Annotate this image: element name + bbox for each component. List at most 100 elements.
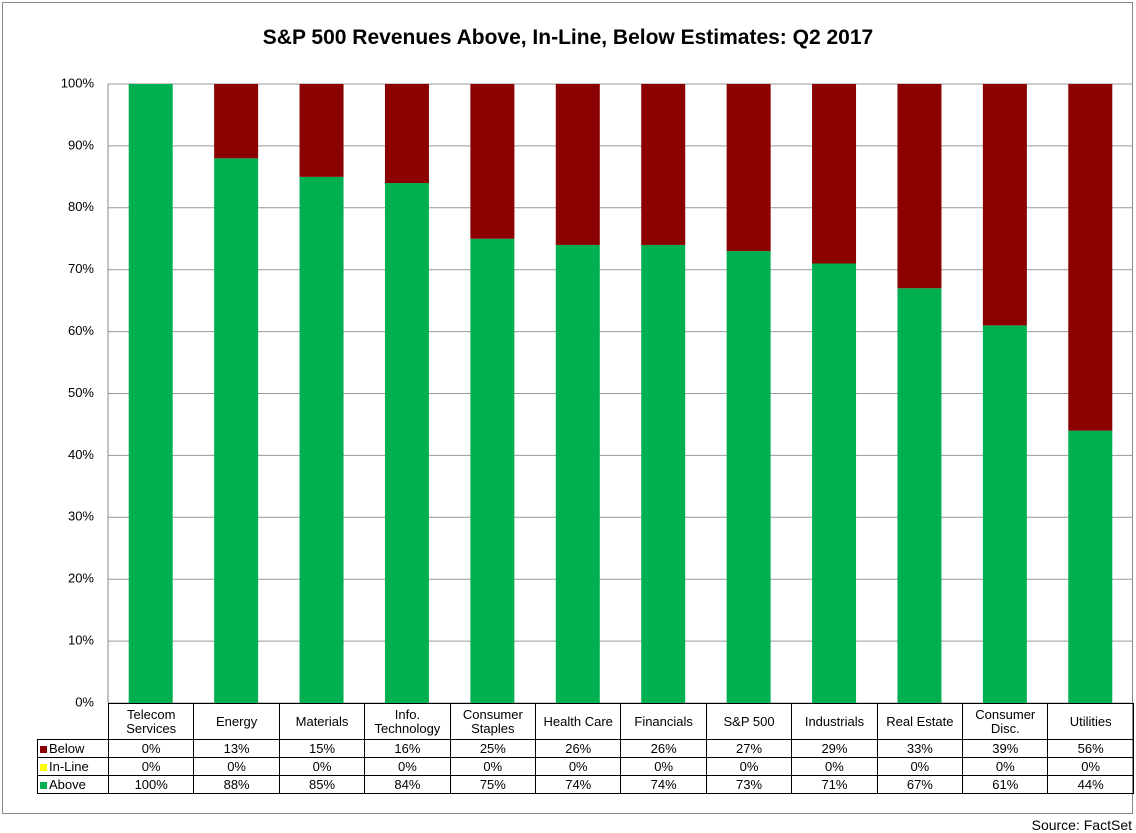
data-label: 0% (107, 739, 195, 758)
data-label: 74% (535, 775, 622, 794)
data-label: 0% (791, 757, 878, 776)
data-label: 16% (364, 739, 451, 758)
data-label: 84% (364, 775, 451, 794)
table-row: Below 0% 13% 15% 16% 25% 26% 26% 27% 29% 33% 39% 56% (37, 739, 1134, 758)
data-label: 56% (1047, 739, 1134, 758)
x-tick-label: Industrials (791, 703, 878, 740)
y-tick-label: 10% (68, 633, 94, 648)
data-label: 27% (705, 739, 793, 758)
legend-label: Below (49, 740, 85, 756)
bar-segment (1068, 84, 1113, 431)
bar-segment (555, 84, 600, 245)
y-tick-label: 30% (68, 509, 94, 524)
data-label: 26% (535, 739, 622, 758)
data-label: 71% (791, 775, 878, 794)
legend-swatch (40, 781, 47, 789)
data-label: 88% (193, 775, 280, 794)
y-tick-label: 70% (68, 261, 94, 276)
x-tick-label: S&P 500 (705, 703, 793, 740)
data-label: 25% (449, 739, 537, 758)
bar-segment (641, 84, 686, 245)
y-tick-label: 40% (68, 447, 94, 462)
data-label: 0% (1047, 757, 1134, 776)
data-table: Telecom Services Energy Materials Info. Tec… (37, 703, 1134, 794)
table-header-row: Telecom Services Energy Materials Info. Tec… (37, 703, 1134, 740)
y-tick-label: 50% (68, 385, 94, 400)
legend-item: In-Line (37, 757, 109, 776)
bar-segment (1068, 430, 1113, 703)
x-tick-label: Telecom Services (107, 703, 195, 740)
bar-segment (470, 84, 515, 239)
y-tick-label: 100% (61, 75, 95, 90)
source-note: Source: FactSet (1031, 817, 1132, 833)
y-tick-label: 20% (68, 571, 94, 586)
x-tick-label: Health Care (535, 703, 622, 740)
data-label: 0% (278, 757, 366, 776)
bar-segment (641, 244, 686, 703)
bar-segment (384, 183, 429, 703)
data-label: 73% (705, 775, 793, 794)
data-label: 0% (620, 757, 707, 776)
data-label: 0% (876, 757, 964, 776)
data-label: 33% (876, 739, 964, 758)
data-label: 0% (449, 757, 537, 776)
bars (128, 84, 1113, 703)
data-label: 67% (876, 775, 964, 794)
data-label: 0% (962, 757, 1049, 776)
data-label: 39% (962, 739, 1049, 758)
x-tick-label: Utilities (1047, 703, 1134, 740)
x-tick-label: Financials (620, 703, 707, 740)
x-tick-label: Consumer Disc. (962, 703, 1049, 740)
x-tick-label: Energy (193, 703, 280, 740)
legend-label: Above (49, 776, 86, 792)
bar-segment (128, 84, 173, 703)
bar-segment (726, 84, 771, 252)
bar-segment (897, 288, 942, 703)
chart-frame (2, 2, 1133, 814)
data-label: 0% (193, 757, 280, 776)
x-tick-label: Consumer Staples (449, 703, 537, 740)
bar-segment (555, 244, 600, 703)
data-label: 13% (193, 739, 280, 758)
legend-swatch (40, 763, 47, 771)
bar-segment (214, 84, 259, 159)
bar-segment (299, 84, 344, 177)
data-label: 61% (962, 775, 1049, 794)
table-corner (37, 703, 109, 740)
chart: 0%10%20%30%40%50%60%70%80%90%100% (61, 75, 1133, 709)
x-tick-label: Real Estate (876, 703, 964, 740)
data-label: 0% (535, 757, 622, 776)
bar-segment (214, 158, 259, 703)
legend-item: Below (37, 739, 109, 758)
data-label: 26% (620, 739, 707, 758)
bar-segment (982, 325, 1027, 703)
data-label: 0% (364, 757, 451, 776)
data-label: 15% (278, 739, 366, 758)
data-label: 85% (278, 775, 366, 794)
table-row: Above 100% 88% 85% 84% 75% 74% 74% 73% 71% 67% 61% 4… (37, 775, 1134, 794)
table-row: In-Line 0% 0% 0% 0% 0% 0% 0% 0% 0% 0% 0% 0% (37, 757, 1134, 776)
y-tick-label: 60% (68, 323, 94, 338)
data-label: 75% (449, 775, 537, 794)
legend-label: In-Line (49, 758, 89, 774)
legend-swatch (40, 745, 47, 753)
bar-segment (726, 251, 771, 703)
bar-segment (470, 238, 515, 703)
bar-segment (982, 84, 1027, 326)
bar-segment (812, 263, 857, 703)
data-label: 0% (107, 757, 195, 776)
x-tick-label: Materials (278, 703, 366, 740)
y-tick-label: 90% (68, 137, 94, 152)
legend-item: Above (37, 775, 109, 794)
bar-segment (299, 176, 344, 703)
y-tick-label: 80% (68, 199, 94, 214)
bar-segment (897, 84, 942, 289)
x-tick-label: Info. Technology (364, 703, 451, 740)
data-label: 100% (107, 775, 195, 794)
data-label: 0% (705, 757, 793, 776)
data-label: 74% (620, 775, 707, 794)
data-label: 44% (1047, 775, 1134, 794)
data-label: 29% (791, 739, 878, 758)
chart-title: S&P 500 Revenues Above, In-Line, Below E… (262, 26, 874, 49)
